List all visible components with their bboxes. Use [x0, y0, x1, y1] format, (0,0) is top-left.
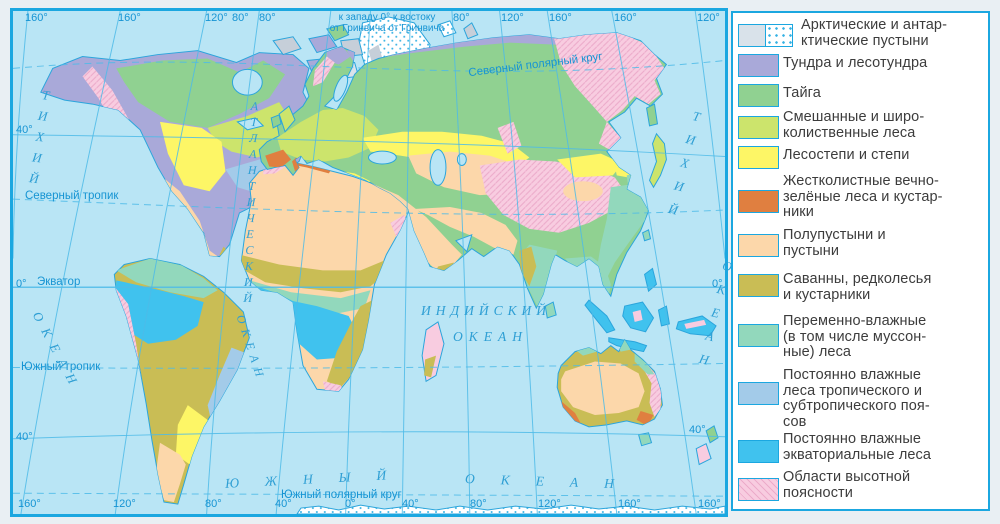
lon-label: 80° — [470, 498, 487, 510]
north-tropic-label: Северный тропик — [25, 190, 119, 202]
lon-label: 160° — [118, 12, 141, 24]
lat-label: 40° — [16, 124, 33, 136]
greenwich-caption: к западу 0° к востоку от Гринвича от Гри… — [329, 12, 445, 34]
eurasia — [258, 32, 667, 309]
lat-label: 0° — [712, 278, 723, 290]
legend-swatch-semidesert — [738, 234, 779, 257]
lon-label: 80° — [205, 498, 222, 510]
lon-label: 80° — [259, 12, 276, 24]
legend-label: Жестколистные вечно- зелёные леса и куст… — [783, 173, 943, 220]
indian-ocean-label: ОКЕАН — [453, 329, 528, 344]
legend-label: Лесостепи и степи — [783, 147, 910, 163]
lon-label: 80° — [453, 12, 470, 24]
legend-swatch-arctic-solid — [738, 24, 766, 47]
lon-label: 160° — [698, 498, 721, 510]
lon-label: 120° — [113, 498, 136, 510]
legend-swatch-arctic-dotted — [765, 24, 793, 47]
legend-swatch-hardleaf — [738, 190, 779, 213]
legend-swatch-savanna — [738, 274, 779, 297]
world-natural-zones-map: 160° 160° 120° 80° 80° 80° 120° 160° 160… — [10, 8, 736, 517]
lon-label: 80° — [232, 12, 249, 24]
lon-label: 0° — [345, 498, 356, 510]
lon-label: 120° — [538, 498, 561, 510]
lat-label: 40° — [16, 431, 33, 443]
legend-swatch-equatorial — [738, 440, 779, 463]
legend-swatch-mixed-forest — [738, 116, 779, 139]
lon-label: 160° — [549, 12, 572, 24]
lon-label: 120° — [205, 12, 228, 24]
legend-label: Саванны, редколесья и кустарники — [783, 271, 932, 303]
east-asian-islands — [271, 104, 716, 352]
legend-swatch-altitude — [738, 478, 779, 501]
lat-label: 0° — [16, 278, 27, 290]
legend-swatch-taiga — [738, 84, 779, 107]
antarctica-coast — [297, 505, 725, 514]
lon-label: 40° — [275, 498, 292, 510]
lon-label: 160° — [25, 12, 48, 24]
map-legend: Арктические и антар- ктические пустыни Т… — [731, 11, 990, 511]
legend-label: Полупустыни и пустыни — [783, 227, 886, 259]
lon-label: 120° — [501, 12, 524, 24]
lon-label: 120° — [697, 12, 720, 24]
legend-swatch-subtropical — [738, 382, 779, 405]
lon-label: 160° — [614, 12, 637, 24]
lon-label: 40° — [402, 498, 419, 510]
legend-label: Постоянно влажные леса тропического и су… — [783, 367, 930, 430]
legend-label: Области высотной поясности — [783, 469, 911, 501]
map-canvas — [13, 11, 725, 514]
legend-swatch-steppe — [738, 146, 779, 169]
lat-label: 40° — [689, 424, 706, 436]
legend-swatch-tundra — [738, 54, 779, 77]
legend-swatch-monsoon — [738, 324, 779, 347]
indian-ocean-label: ИНДИЙСКИЙ — [421, 303, 552, 318]
lon-label: 160° — [18, 498, 41, 510]
equator-label: Экватор — [37, 276, 81, 288]
lon-label: 160° — [618, 498, 641, 510]
south-polar-circle-label: Южный полярный круг — [281, 489, 402, 501]
legend-label: Смешанные и широ- колиственные леса — [783, 109, 925, 141]
legend-label: Тундра и лесотундра — [783, 55, 928, 71]
legend-label: Переменно-влажные (в том числе муссон- н… — [783, 313, 927, 360]
legend-label: Тайга — [783, 85, 821, 101]
south-america — [113, 258, 250, 505]
graticule — [13, 11, 725, 514]
legend-label: Постоянно влажные экваториальные леса — [783, 431, 932, 463]
australia — [556, 339, 718, 465]
south-tropic-label: Южный тропик — [21, 361, 101, 373]
legend-label: Арктические и антар- ктические пустыни — [801, 17, 948, 49]
